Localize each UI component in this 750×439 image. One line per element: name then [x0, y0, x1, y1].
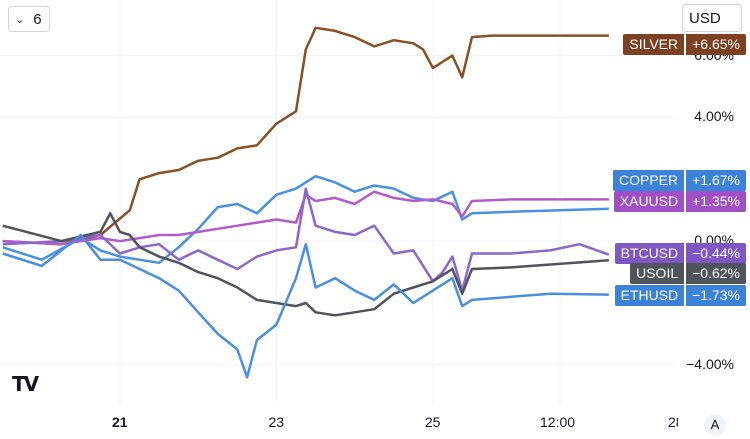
y-tick-label: 4.00% [694, 108, 734, 125]
series-value: −0.62% [686, 263, 746, 284]
series-line-usoil[interactable] [2, 212, 609, 317]
chevron-down-icon: ⌄ [15, 13, 25, 26]
series-label-btcusd: BTCUSD −0.44% [614, 243, 746, 264]
y-tick-label: −4.00% [686, 355, 734, 372]
grid [0, 0, 675, 405]
auto-scale-button[interactable]: A [704, 414, 726, 436]
series-line-xauusd[interactable] [2, 190, 609, 246]
series-value: +6.65% [686, 34, 746, 55]
currency-label: USD [689, 9, 721, 27]
series-line-ethusd[interactable] [2, 233, 609, 379]
x-tick-label: 28 [668, 414, 678, 430]
interval-label: 6 [33, 10, 42, 28]
series-label-xauusd: XAUUSD +1.35% [613, 191, 746, 212]
series-value: −0.44% [686, 243, 746, 264]
series-line-copper[interactable] [2, 174, 609, 265]
series-name: USOIL [630, 263, 685, 284]
series-label-silver: SILVER +6.65% [623, 34, 746, 55]
series-name: ETHUSD [614, 285, 685, 306]
currency-dropdown[interactable]: USD [682, 4, 742, 32]
series-name: SILVER [623, 34, 685, 55]
x-tick-label: 25 [424, 414, 441, 430]
series-line-silver[interactable] [2, 26, 609, 246]
series-label-ethusd: ETHUSD −1.73% [614, 285, 746, 306]
x-tick-label: 21 [112, 414, 128, 430]
x-tick-label: 23 [268, 414, 285, 430]
series-value: −1.73% [686, 285, 746, 306]
series-name: COPPER [613, 170, 685, 191]
series-label-copper: COPPER +1.67% [613, 170, 746, 191]
series-value: +1.35% [686, 191, 746, 212]
series-name: XAUUSD [613, 191, 685, 212]
series-label-usoil: USOIL −0.62% [630, 263, 746, 284]
series-lines [2, 26, 610, 379]
tradingview-logo: TV [12, 372, 39, 396]
series-name: BTCUSD [614, 243, 685, 264]
series-value: +1.67% [686, 170, 746, 191]
x-tick-label: 12:00 [540, 414, 576, 430]
series-line-btcusd[interactable] [2, 187, 610, 292]
interval-dropdown[interactable]: ⌄ 6 [8, 6, 50, 32]
